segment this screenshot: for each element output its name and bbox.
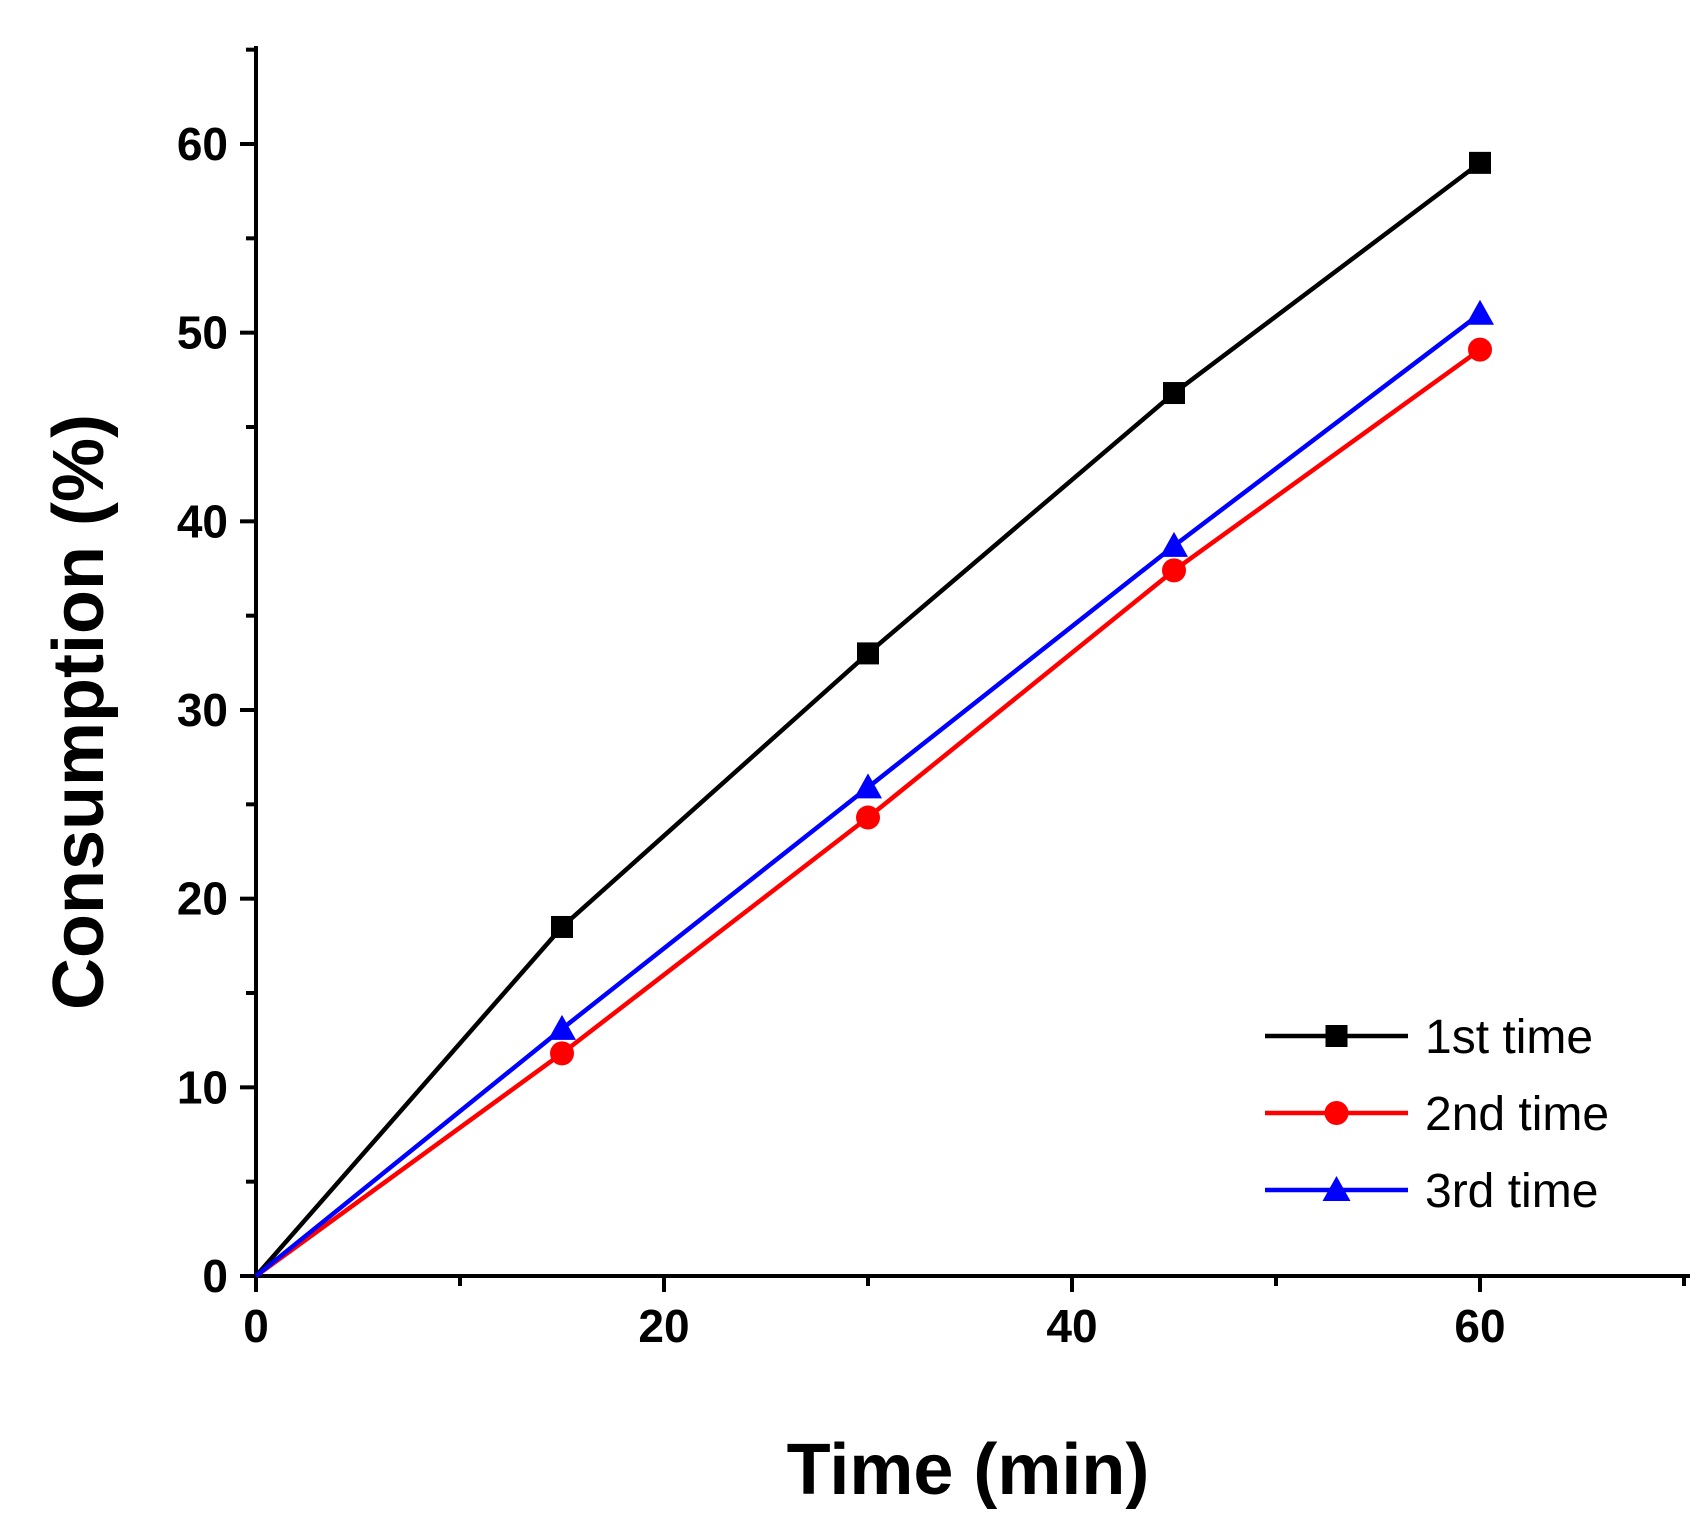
legend-label: 2nd time xyxy=(1425,1088,1609,1141)
x-tick-label: 20 xyxy=(638,1300,689,1352)
data-point xyxy=(857,642,879,665)
legend-marker xyxy=(1322,1176,1351,1201)
x-tick-label: 40 xyxy=(1046,1300,1097,1352)
legend-marker xyxy=(1324,1101,1349,1125)
series-layer xyxy=(254,151,1494,1278)
data-point xyxy=(1469,151,1491,174)
axes: 0 20 40 60 0 10 20 30 40 50 60 xyxy=(177,46,1690,1352)
legend-marker xyxy=(1325,1025,1348,1047)
y-tick-label: 50 xyxy=(177,307,228,359)
data-point xyxy=(1160,531,1188,557)
y-tick-label: 60 xyxy=(177,118,228,170)
legend-label: 3rd time xyxy=(1425,1165,1598,1218)
y-tick-label: 40 xyxy=(177,495,228,547)
data-point xyxy=(1468,337,1492,362)
x-axis-title: Time (min) xyxy=(787,1430,1150,1510)
data-point xyxy=(854,773,882,799)
legend-item: 2nd time xyxy=(1265,1088,1609,1141)
series-2 xyxy=(254,337,1492,1278)
legend-item: 1st time xyxy=(1265,1011,1593,1064)
data-point xyxy=(1162,558,1186,583)
data-point xyxy=(551,915,573,938)
x-tick-label: 60 xyxy=(1454,1300,1505,1352)
y-tick-label: 10 xyxy=(177,1061,228,1113)
data-point xyxy=(856,805,880,830)
x-tick-label: 0 xyxy=(243,1300,269,1352)
data-point xyxy=(1163,382,1185,405)
y-tick-label: 0 xyxy=(202,1250,228,1302)
y-tick-label: 30 xyxy=(177,684,228,736)
data-point xyxy=(548,1014,576,1040)
legend: 1st time 2nd time 3rd time xyxy=(1265,1011,1609,1218)
series-1 xyxy=(254,151,1491,1278)
y-tick-label: 20 xyxy=(177,873,228,925)
data-point xyxy=(1466,299,1494,325)
legend-item: 3rd time xyxy=(1265,1165,1598,1218)
legend-label: 1st time xyxy=(1425,1011,1593,1064)
y-axis-title: Consumption (%) xyxy=(39,414,119,1010)
series-3 xyxy=(254,299,1494,1278)
data-point xyxy=(550,1041,574,1066)
